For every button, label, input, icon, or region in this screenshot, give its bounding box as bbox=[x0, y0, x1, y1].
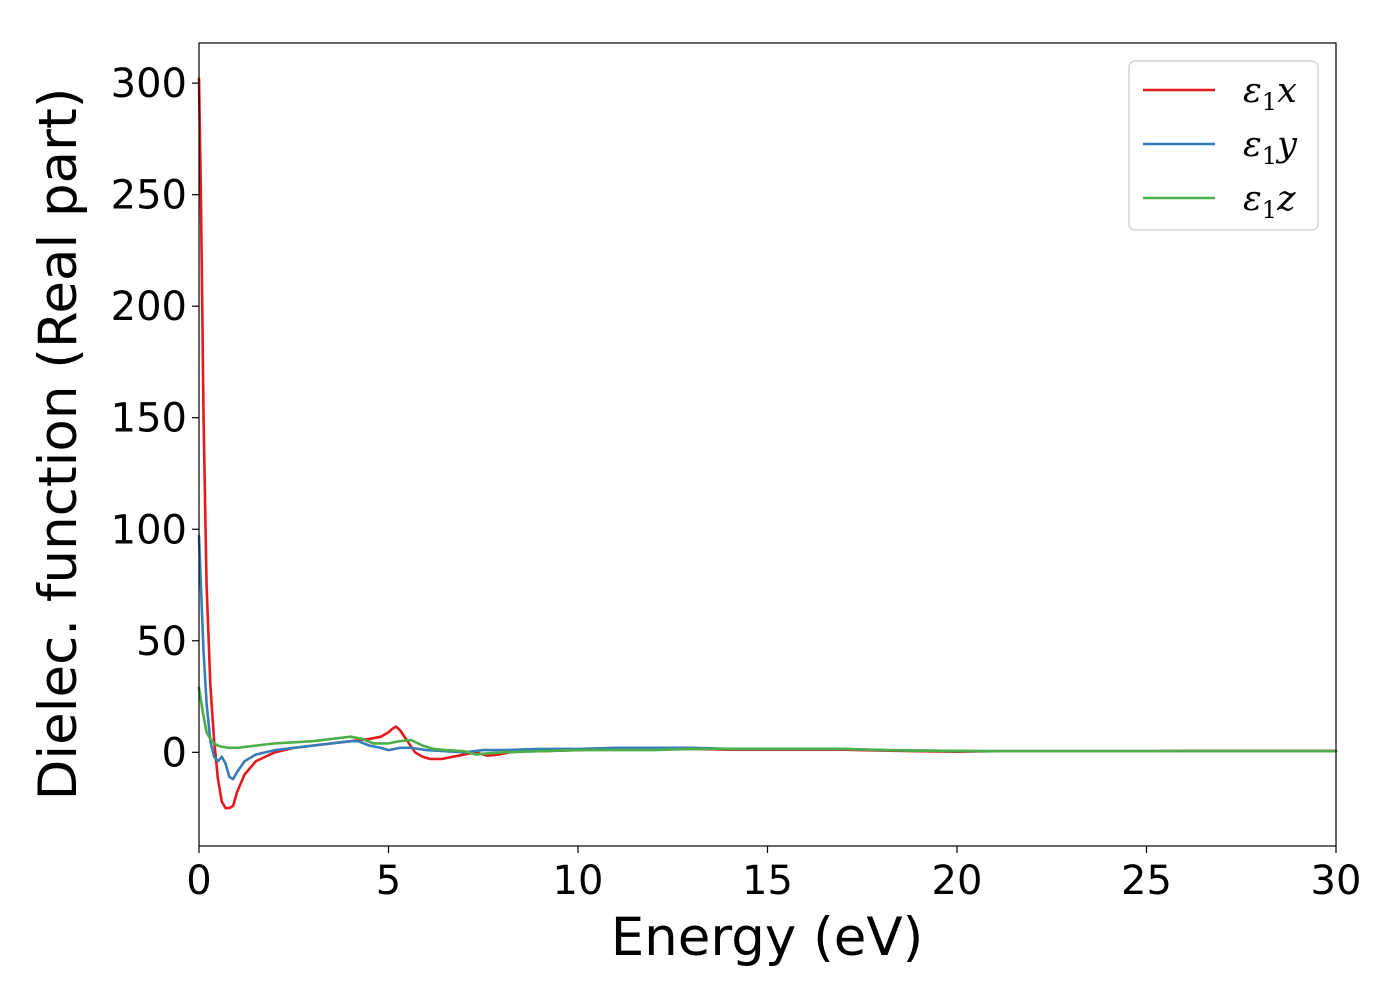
y-axis-label: Dielec. function (Real part) bbox=[28, 88, 89, 801]
legend: ε1x ε1y ε1z bbox=[1128, 60, 1319, 231]
x-axis: 0 5 10 15 20 25 30 bbox=[186, 846, 1361, 904]
x-tick-label: 30 bbox=[1311, 858, 1362, 904]
y-tick-label: 250 bbox=[111, 173, 187, 219]
y-axis: 0 50 100 150 200 250 300 bbox=[111, 61, 199, 776]
y-tick-label: 50 bbox=[136, 619, 187, 665]
x-tick-label: 10 bbox=[553, 858, 604, 904]
x-tick-label: 25 bbox=[1121, 858, 1172, 904]
legend-label-y: ε1y bbox=[1243, 125, 1298, 170]
y-tick-label: 200 bbox=[111, 284, 187, 330]
series-line-z bbox=[197, 686, 1338, 756]
legend-box bbox=[1128, 60, 1319, 231]
x-tick-label: 20 bbox=[932, 858, 983, 904]
y-tick-label: 100 bbox=[111, 507, 187, 553]
x-tick-label: 15 bbox=[742, 858, 793, 904]
y-tick-label: 150 bbox=[111, 396, 187, 442]
y-tick-label: 0 bbox=[162, 730, 187, 776]
x-tick-label: 5 bbox=[376, 858, 401, 904]
x-tick-label: 0 bbox=[186, 858, 211, 904]
y-tick-label: 300 bbox=[111, 61, 187, 107]
legend-label-z: ε1z bbox=[1243, 179, 1296, 224]
x-axis-label: Energy (eV) bbox=[611, 907, 924, 968]
series-layer bbox=[197, 77, 1338, 810]
legend-label-x: ε1x bbox=[1243, 71, 1297, 116]
